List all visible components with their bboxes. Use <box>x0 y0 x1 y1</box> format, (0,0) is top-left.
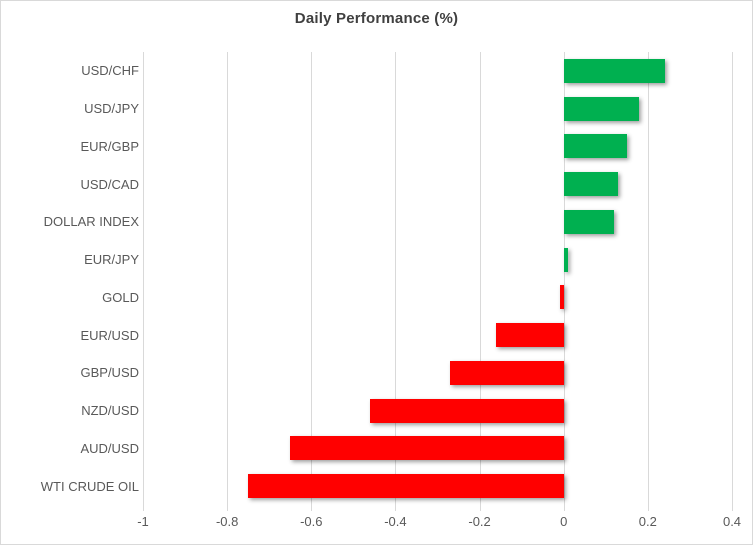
bar-row-eur-usd <box>143 316 732 354</box>
bar-usd-chf <box>563 58 665 83</box>
gridline-1 <box>143 52 144 511</box>
category-label-wti-crude-oil: WTI CRUDE OIL <box>40 478 139 494</box>
bar-row-eur-gbp <box>143 128 732 166</box>
category-label-nzd-usd: NZD/USD <box>81 403 139 419</box>
x-tick-label-0-4: 0.4 <box>722 514 742 529</box>
bar-row-gbp-usd <box>143 354 732 392</box>
category-label-aud-usd: AUD/USD <box>80 440 139 456</box>
x-tick-label-0-6: -0.6 <box>300 514 323 529</box>
bar-row-eur-jpy <box>143 241 732 279</box>
bar-aud-usd <box>290 436 564 461</box>
bar-row-usd-jpy <box>143 90 732 128</box>
gridline-0-4 <box>732 52 733 511</box>
chart-title: Daily Performance (%) <box>294 10 459 27</box>
bar-usd-jpy <box>563 96 640 121</box>
category-label-gold: GOLD <box>102 289 139 305</box>
x-axis: -1 -0.8 -0.6 -0.4 -0.2 0 0.2 0.4 <box>137 514 741 532</box>
bar-dollar-index <box>563 209 615 234</box>
bar-row-wti-crude-oil <box>143 467 732 505</box>
category-label-usd-cad: USD/CAD <box>80 176 139 192</box>
bar-row-usd-chf <box>143 52 732 90</box>
bar-gold <box>559 285 564 310</box>
category-label-usd-jpy: USD/JPY <box>84 101 139 117</box>
x-tick-label-0-4: -0.4 <box>384 514 407 529</box>
bar-row-usd-cad <box>143 165 732 203</box>
category-label-gbp-usd: GBP/USD <box>80 365 139 381</box>
bar-row-dollar-index <box>143 203 732 241</box>
gridline-0-8 <box>227 52 229 511</box>
category-label-eur-usd: EUR/USD <box>80 327 139 343</box>
bar-eur-jpy <box>563 247 568 272</box>
bar-usd-cad <box>563 172 619 197</box>
bar-row-nzd-usd <box>143 392 732 430</box>
gridline-0-6 <box>311 52 313 511</box>
x-tick-label-0-2: -0.2 <box>468 514 491 529</box>
x-tick-label-1: -1 <box>137 514 149 529</box>
category-label-eur-jpy: EUR/JPY <box>84 252 139 268</box>
bar-row-aud-usd <box>143 430 732 468</box>
bar-wti-crude-oil <box>248 474 564 499</box>
category-label-eur-gbp: EUR/GBP <box>80 138 139 154</box>
bar-row-gold <box>143 279 732 317</box>
plot-area <box>143 52 733 511</box>
bars-layer <box>143 52 732 505</box>
gridline-0 <box>563 52 565 511</box>
gridline-0-2 <box>647 52 649 511</box>
bar-eur-usd <box>496 323 564 348</box>
bar-nzd-usd <box>370 398 564 423</box>
x-tick-label-0-8: -0.8 <box>215 514 239 529</box>
x-tick-label-0: 0 <box>560 514 568 529</box>
gridline-0-2 <box>479 52 481 511</box>
category-label-dollar-index: DOLLAR INDEX <box>43 214 139 230</box>
x-tick-label-0-2: 0.2 <box>638 514 657 529</box>
category-label-usd-chf: USD/CHF <box>81 63 139 79</box>
bar-eur-gbp <box>563 134 627 159</box>
bar-gbp-usd <box>450 360 564 385</box>
gridline-0-4 <box>395 52 397 511</box>
category-axis: USD/CHF USD/JPY EUR/GBP USD/CAD DOLLAR INDEX… <box>1 52 139 505</box>
